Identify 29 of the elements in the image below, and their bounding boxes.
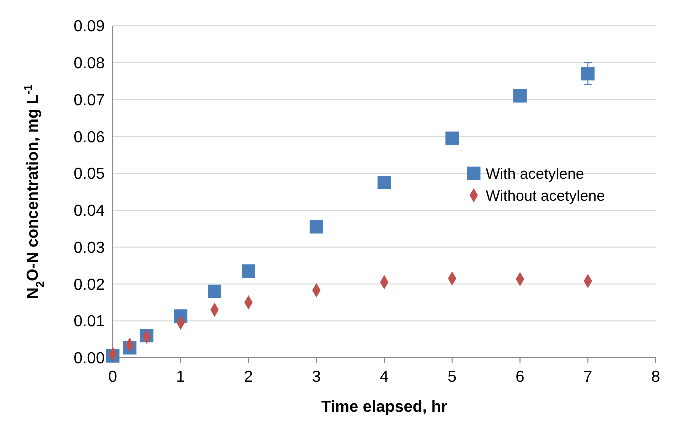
x-tick-label: 5 xyxy=(448,369,457,386)
y-tick-label: 0.00 xyxy=(74,350,106,368)
point xyxy=(208,284,222,298)
x-tick-label: 4 xyxy=(380,369,390,386)
y-tick-label: 0.02 xyxy=(74,276,106,294)
x-tick-label: 1 xyxy=(176,369,186,386)
point xyxy=(378,176,392,190)
y-tick-label: 0.01 xyxy=(74,314,106,331)
legend-label: With acetylene xyxy=(486,166,584,183)
x-axis-title: Time elapsed, hr xyxy=(322,399,448,416)
y-tick-label: 0.05 xyxy=(74,166,106,184)
x-tick-label: 3 xyxy=(312,369,322,386)
x-tick-label: 0 xyxy=(108,369,118,386)
point xyxy=(242,264,256,278)
y-tick-label: 0.06 xyxy=(74,129,106,146)
y-tick-label: 0.09 xyxy=(74,18,106,36)
y-tick-label: 0.08 xyxy=(74,55,106,72)
legend-label: Without acetylene xyxy=(486,188,606,205)
y-tick-label: 0.03 xyxy=(74,240,106,257)
y-tick-label: 0.07 xyxy=(74,92,106,110)
x-tick-label: 7 xyxy=(584,369,593,386)
x-tick-label: 8 xyxy=(652,369,661,386)
y-tick-label: 0.04 xyxy=(74,203,106,220)
point xyxy=(581,67,595,81)
point xyxy=(310,220,324,234)
x-tick-label: 6 xyxy=(516,369,525,386)
x-tick-label: 2 xyxy=(244,369,254,386)
point xyxy=(446,132,460,146)
point xyxy=(514,89,527,103)
